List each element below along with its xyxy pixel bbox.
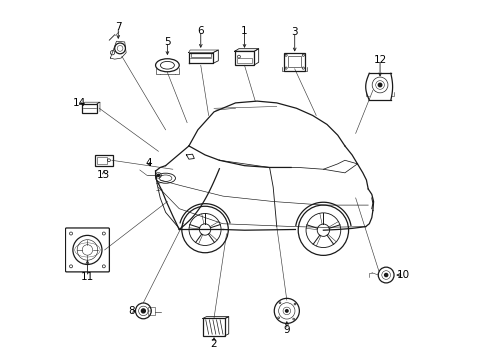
Circle shape (378, 83, 381, 87)
Circle shape (384, 274, 387, 276)
Text: 1: 1 (241, 26, 247, 36)
Text: 7: 7 (115, 22, 122, 32)
Text: 11: 11 (81, 272, 94, 282)
Text: 12: 12 (373, 55, 386, 65)
Text: 6: 6 (197, 26, 203, 36)
Circle shape (141, 309, 145, 313)
Text: 2: 2 (210, 338, 217, 348)
Text: 13: 13 (97, 170, 110, 180)
Text: 4: 4 (145, 158, 151, 168)
Text: 3: 3 (291, 27, 297, 37)
Text: 8: 8 (128, 306, 135, 316)
Text: 9: 9 (283, 325, 289, 335)
Text: 14: 14 (73, 98, 86, 108)
Circle shape (157, 174, 159, 176)
Text: 5: 5 (164, 37, 170, 47)
Text: 10: 10 (396, 270, 409, 280)
Circle shape (285, 310, 287, 312)
